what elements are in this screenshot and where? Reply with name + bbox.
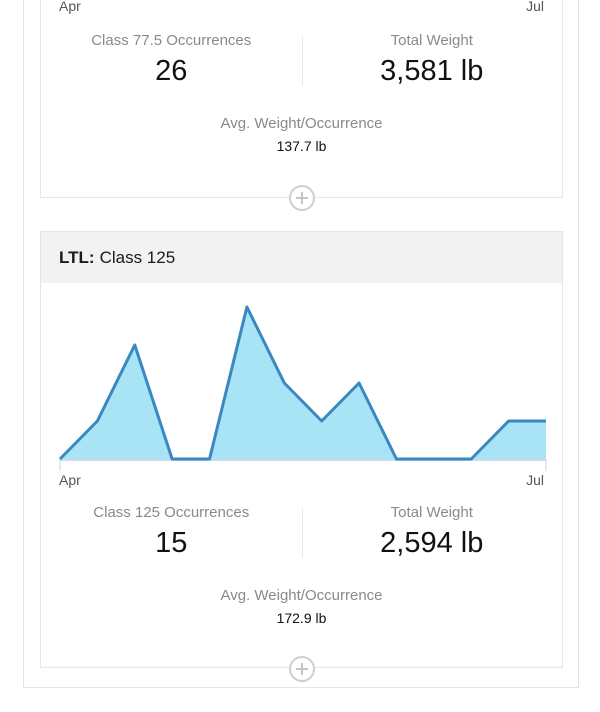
avg-weight-label: Avg. Weight/Occurrence — [220, 115, 383, 132]
expand-button[interactable] — [288, 185, 315, 211]
occurrences-stat: Class 77.5 Occurrences 26 — [41, 32, 302, 90]
class-77-5-card: Apr Jul Class 77.5 Occurrences 26 Total … — [40, 0, 563, 211]
stats-row: Class 77.5 Occurrences 26 Total Weight 3… — [41, 32, 562, 87]
occurrences-area-chart — [58, 305, 547, 471]
outer-panel — [23, 0, 579, 688]
occurrences-value: 15 — [155, 527, 188, 559]
avg-weight-block: Avg. Weight/Occurrence 137.7 lb — [41, 115, 562, 155]
occurrences-label: Class 125 Occurrences — [93, 504, 250, 521]
chart-series-line — [58, 305, 546, 461]
total-weight-stat: Total Weight 2,594 lb — [302, 504, 563, 562]
class-125-card: LTL: Class 125 Apr Jul Class 125 Occurre… — [40, 231, 563, 682]
expand-button[interactable] — [288, 656, 315, 682]
avg-weight-value: 172.9 lb — [276, 610, 327, 626]
axis-start-label: Apr — [59, 0, 81, 14]
stats-row: Class 125 Occurrences 15 Total Weight 2,… — [41, 504, 562, 559]
total-weight-stat: Total Weight 3,581 lb — [302, 32, 563, 90]
card-header-title: Class 125 — [99, 247, 176, 267]
total-weight-label: Total Weight — [390, 504, 473, 521]
plus-icon — [295, 192, 308, 204]
total-weight-value: 2,594 lb — [380, 527, 484, 559]
axis-end-label: Jul — [526, 0, 544, 14]
plus-icon — [295, 663, 308, 675]
occurrences-value: 26 — [155, 55, 188, 87]
avg-weight-label: Avg. Weight/Occurrence — [220, 587, 383, 604]
stats-divider — [301, 508, 303, 558]
avg-weight-block: Avg. Weight/Occurrence 172.9 lb — [41, 587, 562, 627]
avg-weight-value: 137.7 lb — [276, 138, 327, 154]
total-weight-value: 3,581 lb — [380, 55, 484, 87]
card-header-prefix: LTL: — [59, 247, 95, 267]
occurrences-label: Class 77.5 Occurrences — [91, 32, 252, 49]
card-header: LTL: Class 125 — [41, 232, 562, 283]
occurrences-stat: Class 125 Occurrences 15 — [41, 504, 302, 562]
chart-area-fill — [60, 307, 546, 459]
total-weight-label: Total Weight — [390, 32, 473, 49]
stats-divider — [301, 36, 303, 86]
axis-end-label: Jul — [526, 472, 544, 488]
axis-start-label: Apr — [59, 472, 81, 488]
